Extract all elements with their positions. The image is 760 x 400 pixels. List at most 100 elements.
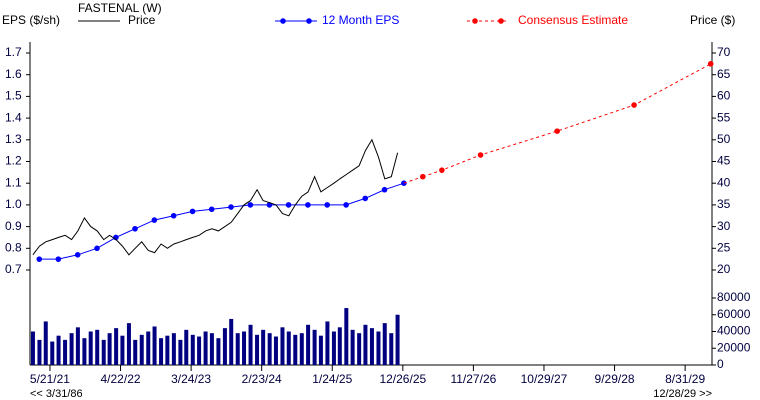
legend-marker xyxy=(472,18,478,24)
eps-point xyxy=(324,202,331,208)
eps-point xyxy=(477,152,484,158)
volume-bar xyxy=(299,333,304,365)
eps-point xyxy=(439,167,445,173)
y2-tick-label: 45 xyxy=(717,154,731,168)
price-line xyxy=(32,138,399,256)
volume-bar xyxy=(37,339,42,365)
eps-point xyxy=(36,256,43,262)
volume-bar xyxy=(280,327,285,365)
volume-tick-label: 0 xyxy=(717,357,724,371)
volume-bar xyxy=(69,333,74,365)
x-tick-label: 1/24/25 xyxy=(312,372,352,386)
y2-tick-label: 65 xyxy=(717,67,731,81)
volume-bar xyxy=(184,329,189,365)
volume-bar xyxy=(88,331,93,365)
volume-bar xyxy=(306,324,311,365)
y-tick-label: 0.7 xyxy=(5,262,22,276)
volume-bar xyxy=(267,333,272,365)
range-end-link[interactable]: 12/28/29 >> xyxy=(653,388,712,400)
y-tick-label: 1.0 xyxy=(5,197,22,211)
eps-point xyxy=(170,212,177,219)
y-tick-label: 1.3 xyxy=(5,132,22,146)
volume-bar xyxy=(75,327,80,365)
y2-tick-label: 70 xyxy=(717,45,731,59)
eps-point xyxy=(151,217,158,223)
volume-bar xyxy=(216,338,221,365)
legend-label: 12 Month EPS xyxy=(322,13,399,27)
estimate-connector xyxy=(403,176,423,184)
y-tick-label: 1.6 xyxy=(5,67,22,81)
x-tick-label: 12/26/25 xyxy=(379,372,426,386)
x-tick-label: 2/23/24 xyxy=(242,372,282,386)
volume-bar xyxy=(350,329,355,365)
y-tick-label: 1.7 xyxy=(5,45,22,59)
volume-tick-label: 80000 xyxy=(717,290,751,304)
volume-bar xyxy=(152,326,157,365)
eps-point xyxy=(707,61,714,67)
volume-bar xyxy=(242,331,247,365)
eps-point xyxy=(208,206,215,213)
eps-point xyxy=(419,173,426,180)
y2-axis-title: Price ($) xyxy=(690,13,735,27)
x-tick-label: 3/24/23 xyxy=(171,372,211,386)
volume-bar xyxy=(190,334,195,365)
volume-bar xyxy=(197,336,202,365)
volume-bar xyxy=(248,324,253,365)
eps-point xyxy=(362,195,369,202)
volume-bar xyxy=(325,321,330,365)
x-tick-label: 11/27/26 xyxy=(450,372,496,386)
volume-bar xyxy=(146,331,151,365)
volume-bar xyxy=(159,338,164,365)
x-tick-label: 8/31/29 xyxy=(665,372,705,386)
y-tick-label: 0.8 xyxy=(5,240,22,254)
eps-point xyxy=(381,186,388,193)
volume-bar xyxy=(82,338,87,365)
volume-bar xyxy=(178,339,183,365)
range-start-link[interactable]: << 3/31/86 xyxy=(30,388,83,400)
eps-point xyxy=(228,204,234,210)
volume-bar xyxy=(382,323,387,365)
volume-bar xyxy=(203,331,208,365)
volume-bar xyxy=(222,328,227,365)
volume-bar xyxy=(101,339,106,365)
chart-title: FASTENAL (W) xyxy=(78,1,162,15)
legend-marker xyxy=(498,18,504,24)
y-tick-label: 1.2 xyxy=(5,154,22,168)
legend-marker xyxy=(306,18,312,24)
y-tick-label: 1.1 xyxy=(5,175,22,189)
volume-bar xyxy=(139,334,144,365)
eps-point xyxy=(94,245,100,252)
eps-point xyxy=(631,102,637,108)
eps-point xyxy=(247,202,254,208)
volume-bar xyxy=(395,314,400,365)
eps-point xyxy=(305,202,311,208)
eps-point xyxy=(55,256,62,262)
y-axis-title: EPS ($/sh) xyxy=(2,13,60,27)
x-tick-label: 10/29/27 xyxy=(521,372,568,386)
volume-bar xyxy=(235,333,240,365)
y-tick-label: 1.4 xyxy=(5,110,22,124)
volume-bar xyxy=(165,335,170,365)
volume-bar xyxy=(273,336,278,365)
volume-bar xyxy=(120,335,125,365)
legend-label: Consensus Estimate xyxy=(518,13,628,27)
eps-line xyxy=(422,63,711,178)
volume-bar xyxy=(331,331,336,365)
volume-bar xyxy=(63,339,68,365)
volume-bar xyxy=(318,335,323,365)
y2-tick-label: 55 xyxy=(717,110,731,124)
y2-tick-label: 25 xyxy=(717,240,731,254)
y-tick-label: 1.5 xyxy=(5,89,22,103)
volume-bar xyxy=(30,331,35,365)
volume-bar xyxy=(376,331,381,365)
volume-bar xyxy=(43,321,48,365)
volume-bar xyxy=(369,328,374,365)
volume-bar xyxy=(133,339,138,365)
volume-tick-label: 40000 xyxy=(717,324,751,338)
y2-tick-label: 50 xyxy=(717,132,731,146)
volume-bar xyxy=(255,334,260,365)
y2-tick-label: 20 xyxy=(717,262,731,276)
y-tick-label: 0.9 xyxy=(5,219,22,233)
volume-bar xyxy=(107,333,112,365)
